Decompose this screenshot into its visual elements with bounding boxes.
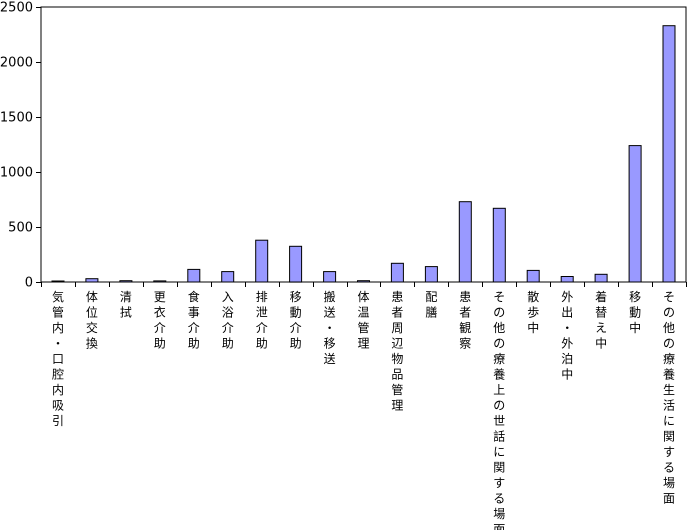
y-tick-label: 2000 xyxy=(0,56,33,71)
bar xyxy=(187,268,201,283)
x-category-label: 体位交換 xyxy=(86,290,98,351)
x-category-label: 更衣介助 xyxy=(154,290,166,351)
x-category-label: 配膳 xyxy=(425,290,437,320)
y-tick-label: 1500 xyxy=(0,111,33,126)
y-tick-label: 1000 xyxy=(0,166,33,181)
x-category-label: 患者観察 xyxy=(459,290,471,351)
x-category-label: その他の療養生活に関する場面 xyxy=(663,290,675,506)
bar xyxy=(526,269,540,283)
bar xyxy=(492,207,506,283)
x-category-label: 体温管理 xyxy=(357,290,369,351)
bar xyxy=(424,266,438,283)
x-category-label: 患者周辺物品管理 xyxy=(391,290,403,413)
y-tick-label: 0 xyxy=(25,276,33,291)
bar xyxy=(594,273,608,283)
bar xyxy=(289,245,303,283)
x-category-label: 移動中 xyxy=(629,290,641,335)
x-category-label: 入浴介助 xyxy=(222,290,234,351)
bar xyxy=(255,239,269,283)
bar xyxy=(560,276,574,283)
bar xyxy=(323,271,337,283)
bar xyxy=(390,262,404,283)
y-tick-label: 2500 xyxy=(0,1,33,16)
x-category-label: 搬送・移送 xyxy=(324,289,336,366)
x-category-label: 気管内・口腔内吸引 xyxy=(52,289,64,428)
y-tick-label: 500 xyxy=(8,221,33,236)
x-category-label: 食事介助 xyxy=(188,289,200,351)
x-category-label: 移動介助 xyxy=(290,290,302,351)
plot-area-frame xyxy=(40,6,687,283)
x-category-label: 外出・外泊中 xyxy=(561,290,573,382)
bar xyxy=(662,25,676,283)
bar xyxy=(221,271,235,283)
x-category-label: 排泄介助 xyxy=(256,290,268,351)
x-category-label: 清拭 xyxy=(120,290,132,320)
bar xyxy=(628,145,642,283)
x-category-label: その他の療養上の世話に関する場面 xyxy=(493,290,505,530)
x-category-label: 着替え中 xyxy=(595,289,607,351)
x-category-label: 散歩中 xyxy=(527,289,539,335)
bar xyxy=(458,201,472,283)
